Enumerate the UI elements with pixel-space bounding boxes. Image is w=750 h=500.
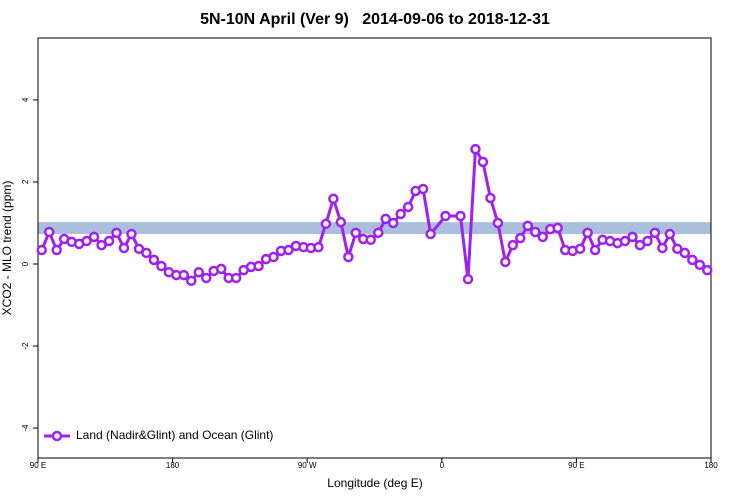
data-point <box>148 254 160 266</box>
data-point <box>88 231 100 243</box>
data-point <box>582 227 593 239</box>
data-point <box>387 217 399 229</box>
data-point <box>627 231 638 243</box>
x-tick-label: 180 <box>704 461 718 470</box>
data-point <box>328 193 339 205</box>
data-point <box>36 244 47 256</box>
data-point <box>350 227 362 239</box>
data-point <box>530 226 541 238</box>
data-point <box>455 210 466 222</box>
x-axis-label: Longitude (deg E) <box>327 476 422 490</box>
legend-label: Land (Nadir&Glint) and Ocean (Glint) <box>76 428 273 442</box>
chart-title: 5N-10N April (Ver 9) 2014-09-06 to 2018-… <box>200 11 550 28</box>
y-tick-label: 0 <box>21 261 30 266</box>
data-point <box>335 216 347 228</box>
x-tick-label: 90 W <box>298 461 317 470</box>
reference-band <box>38 222 711 235</box>
data-point <box>492 217 504 229</box>
y-tick-label: -2 <box>21 342 30 350</box>
x-tick-label: 90 E <box>568 461 584 470</box>
data-point <box>253 260 264 272</box>
data-point <box>702 264 713 276</box>
data-point <box>522 220 534 232</box>
data-point <box>51 244 62 256</box>
data-point <box>215 263 227 275</box>
y-tick-label: 2 <box>21 179 30 184</box>
data-point <box>515 232 526 244</box>
data-point <box>672 243 683 255</box>
data-point <box>111 227 122 239</box>
data-point <box>425 228 436 240</box>
data-point <box>402 201 414 213</box>
x-tick-label: 90 E <box>30 461 46 470</box>
data-point <box>230 272 242 284</box>
data-point <box>133 243 145 255</box>
data-point <box>664 228 676 240</box>
data-point <box>268 251 279 263</box>
data-point <box>320 218 332 230</box>
series-line <box>40 144 709 283</box>
data-point <box>193 266 205 278</box>
data-point <box>440 210 451 222</box>
data-point <box>485 192 496 204</box>
data-point <box>537 231 548 243</box>
data-point <box>552 222 563 234</box>
data-point <box>417 183 429 195</box>
data-point <box>477 156 489 168</box>
data-point <box>126 228 137 240</box>
data-point <box>687 254 698 266</box>
data-point <box>589 244 601 256</box>
data-point <box>380 213 391 225</box>
data-point <box>470 143 481 155</box>
data-point <box>96 239 107 251</box>
data-point <box>156 260 167 272</box>
data-point <box>141 247 152 259</box>
data-point <box>619 235 631 247</box>
data-point <box>81 235 92 247</box>
data-point <box>201 272 212 284</box>
x-tick-label: 0 <box>440 461 445 470</box>
data-point <box>343 251 354 263</box>
data-point <box>283 244 294 256</box>
data-point <box>395 208 406 220</box>
data-point <box>574 243 586 255</box>
y-tick-label: -4 <box>21 424 30 432</box>
data-point <box>178 269 190 281</box>
data-point <box>634 239 646 251</box>
data-point <box>694 259 706 271</box>
x-tick-label: 180 <box>166 461 180 470</box>
data-point <box>657 242 668 254</box>
data-point <box>649 227 661 239</box>
data-point <box>372 227 384 239</box>
data-point <box>500 256 511 268</box>
data-point <box>507 239 519 251</box>
data-point <box>642 235 653 247</box>
data-point <box>103 235 115 247</box>
legend-marker <box>51 430 63 442</box>
y-axis-label: XCO2 - MLO trend (ppm) <box>0 181 14 316</box>
data-point <box>313 241 324 253</box>
data-point <box>679 247 691 259</box>
y-tick-label: 4 <box>21 97 30 102</box>
data-point <box>43 226 55 238</box>
data-point <box>462 273 474 285</box>
data-point <box>118 242 130 254</box>
data-point <box>365 234 377 246</box>
data-point <box>186 275 197 287</box>
